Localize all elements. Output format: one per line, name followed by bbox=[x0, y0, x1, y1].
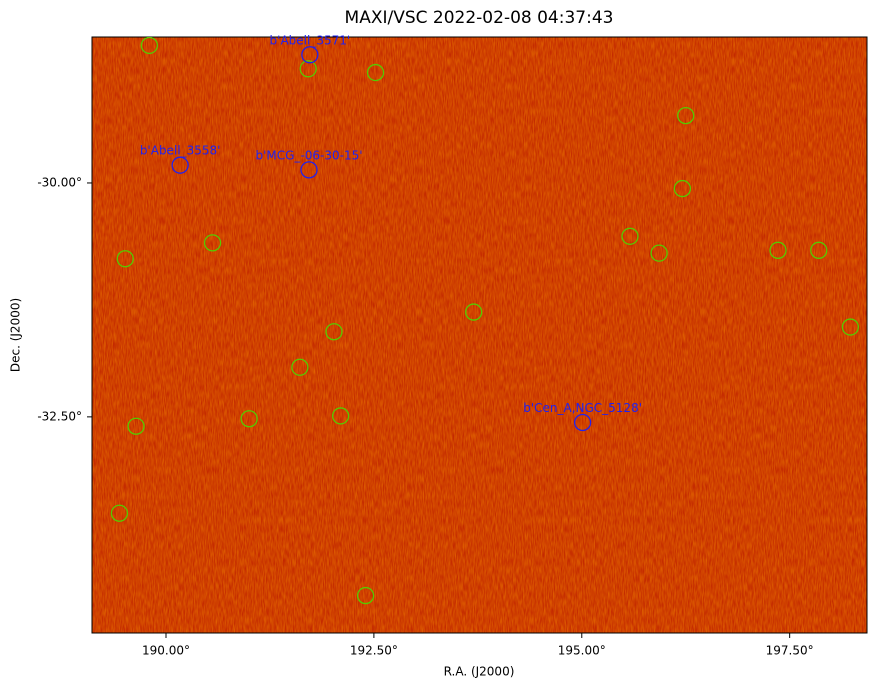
source-marker bbox=[841, 318, 860, 336]
x-axis-label: R.A. (J2000) bbox=[444, 665, 515, 679]
source-marker bbox=[673, 179, 692, 198]
y-axis-label: Dec. (J2000) bbox=[9, 298, 23, 372]
catalog-label: b'Abell_3558' bbox=[140, 144, 221, 158]
catalog-label: b'Cen_A,NGC_5128' bbox=[523, 401, 642, 415]
source-marker bbox=[203, 234, 222, 252]
source-marker bbox=[325, 323, 343, 341]
source-marker bbox=[356, 586, 375, 605]
source-marker bbox=[810, 241, 828, 259]
x-tick-label: 195.00° bbox=[558, 644, 606, 658]
source-marker bbox=[116, 250, 134, 268]
chart-title: MAXI/VSC 2022-02-08 04:37:43 bbox=[345, 8, 614, 28]
catalog-marker bbox=[300, 161, 318, 179]
source-marker bbox=[110, 504, 129, 522]
plot-frame bbox=[91, 36, 868, 634]
source-marker bbox=[465, 303, 483, 321]
source-marker bbox=[299, 60, 317, 78]
source-marker bbox=[677, 106, 695, 125]
y-tick-label: -30.00° bbox=[37, 175, 82, 189]
x-tick-label: 190.00° bbox=[142, 644, 190, 658]
source-marker bbox=[240, 410, 258, 428]
source-marker bbox=[769, 241, 787, 259]
catalog-marker bbox=[301, 46, 319, 64]
source-marker bbox=[650, 244, 668, 262]
source-marker bbox=[366, 63, 385, 82]
catalog-label: b'Abell_3571' bbox=[270, 33, 351, 47]
source-marker bbox=[140, 37, 159, 55]
image-noise bbox=[92, 37, 867, 633]
y-tick-label: -32.50° bbox=[37, 409, 82, 423]
catalog-label: b'MCG_-06-30-15' bbox=[256, 148, 363, 162]
x-tick-label: 192.50° bbox=[350, 644, 398, 658]
source-marker bbox=[621, 227, 639, 245]
catalog-marker bbox=[573, 413, 592, 432]
catalog-marker bbox=[171, 156, 189, 174]
source-marker bbox=[127, 417, 145, 435]
source-marker bbox=[291, 358, 309, 376]
x-tick-label: 197.50° bbox=[766, 644, 814, 658]
plot-area bbox=[110, 37, 860, 605]
source-marker bbox=[331, 407, 350, 425]
